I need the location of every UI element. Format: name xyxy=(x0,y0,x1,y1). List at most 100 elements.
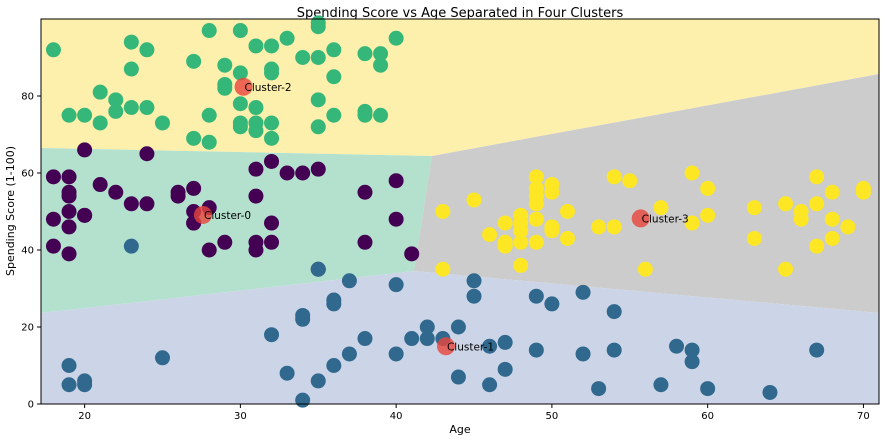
cluster-0-point xyxy=(45,211,61,227)
cluster-3-point xyxy=(809,238,825,254)
cluster-0-point xyxy=(295,165,311,181)
cluster-0-point xyxy=(92,177,108,193)
cluster-0-point xyxy=(123,196,139,212)
x-tick-label: 50 xyxy=(546,411,559,422)
cluster-1-point xyxy=(388,346,404,362)
cluster-2-point xyxy=(248,38,264,54)
cluster-3-point xyxy=(809,169,825,185)
cluster-1-region xyxy=(41,271,879,404)
cluster-1-centroid-marker xyxy=(436,337,455,356)
cluster-3-region xyxy=(414,74,879,313)
cluster-1-point xyxy=(653,377,669,393)
cluster-3-centroid-marker xyxy=(631,209,650,228)
cluster-0-point xyxy=(388,173,404,189)
plot-frame xyxy=(40,18,880,405)
cluster-3-point xyxy=(778,261,794,277)
cluster-0-point xyxy=(61,204,77,219)
cluster-1-point xyxy=(341,346,357,362)
cluster-0-point xyxy=(264,215,280,231)
y-tick-label: 40 xyxy=(21,246,34,257)
cluster-2-centroid-label: Cluster-2 xyxy=(244,82,291,94)
cluster-2-point xyxy=(326,42,342,58)
cluster-1-point xyxy=(497,361,513,377)
cluster-3-point xyxy=(559,230,575,246)
cluster-2-point xyxy=(264,130,280,146)
cluster-3-point xyxy=(824,211,840,227)
cluster-0-point xyxy=(77,207,93,223)
cluster-2-point xyxy=(92,84,108,100)
cluster-0-point xyxy=(264,153,280,169)
cluster-1-point xyxy=(61,358,77,373)
cluster-2-point xyxy=(248,123,264,139)
cluster-2-point xyxy=(310,119,326,135)
cluster-0-point xyxy=(279,165,295,181)
cluster-0-point xyxy=(61,219,77,235)
cluster-2-point xyxy=(373,46,389,62)
cluster-3-point xyxy=(653,200,669,216)
cluster-0-point xyxy=(139,196,155,212)
cluster-2-point xyxy=(186,130,202,146)
cluster-3-point xyxy=(824,230,840,246)
cluster-0-point xyxy=(310,161,326,177)
cluster-3-point xyxy=(528,211,544,227)
cluster-2-point xyxy=(217,80,233,96)
cluster-3-point xyxy=(809,196,825,212)
cluster-1-point xyxy=(669,338,685,354)
cluster-1-point xyxy=(404,331,420,347)
cluster-0-point xyxy=(170,188,186,204)
cluster-3-point xyxy=(606,219,622,235)
x-tick-label: 40 xyxy=(390,411,403,422)
cluster-2-point xyxy=(232,119,248,135)
cluster-1-point xyxy=(482,338,498,354)
cluster-2-point xyxy=(139,42,155,58)
y-axis-label: Spending Score (1-100) xyxy=(4,146,17,276)
cluster-0-point xyxy=(61,188,77,204)
cluster-2-point xyxy=(45,42,61,58)
cluster-3-point xyxy=(855,180,871,196)
cluster-2-point xyxy=(388,30,404,46)
cluster-1-point xyxy=(466,273,482,289)
y-tick-label: 20 xyxy=(21,323,34,334)
cluster-3-point xyxy=(622,173,638,189)
cluster-1-point xyxy=(419,319,435,335)
cluster-1-point xyxy=(154,350,170,366)
cluster-2-point xyxy=(264,65,280,81)
cluster-1-point xyxy=(575,284,591,300)
cluster-3-point xyxy=(497,238,513,254)
cluster-0-point xyxy=(201,242,217,258)
cluster-1-point xyxy=(575,346,591,362)
x-axis-label: Age xyxy=(449,423,471,436)
cluster-2-point xyxy=(264,115,280,131)
cluster-3-point xyxy=(700,180,716,196)
cluster-2-point xyxy=(92,115,108,131)
cluster-2-point xyxy=(123,34,139,50)
cluster-1-point xyxy=(528,288,544,304)
cluster-3-point xyxy=(684,215,700,231)
cluster-0-point xyxy=(45,169,61,185)
x-tick-label: 30 xyxy=(234,411,247,422)
cluster-3-point xyxy=(497,215,513,231)
cluster-0-point xyxy=(357,184,373,200)
cluster-3-point xyxy=(513,257,529,273)
cluster-1-point xyxy=(295,392,311,408)
cluster-2-point xyxy=(108,92,124,108)
cluster-2-point xyxy=(61,107,77,123)
cluster-1-point xyxy=(497,334,513,350)
cluster-2-point xyxy=(232,96,248,112)
cluster-0-point xyxy=(139,146,155,162)
cluster-2-point xyxy=(201,134,217,150)
cluster-1-point xyxy=(326,358,342,373)
cluster-2-point xyxy=(139,100,155,116)
cluster-3-point xyxy=(482,227,498,243)
cluster-3-point xyxy=(606,169,622,185)
cluster-3-point xyxy=(824,184,840,200)
cluster-3-point xyxy=(544,184,560,200)
cluster-2-point xyxy=(326,107,342,123)
cluster-2-point xyxy=(232,65,248,81)
cluster-1-point xyxy=(606,304,622,320)
cluster-2-point xyxy=(232,23,248,39)
cluster-2-point xyxy=(108,103,124,119)
x-tick-label: 70 xyxy=(857,411,870,422)
cluster-1-point xyxy=(388,277,404,293)
